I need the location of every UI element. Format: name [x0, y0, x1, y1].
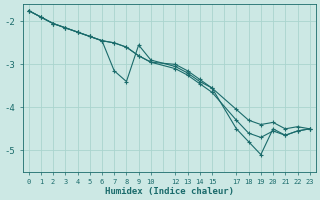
- X-axis label: Humidex (Indice chaleur): Humidex (Indice chaleur): [105, 187, 234, 196]
